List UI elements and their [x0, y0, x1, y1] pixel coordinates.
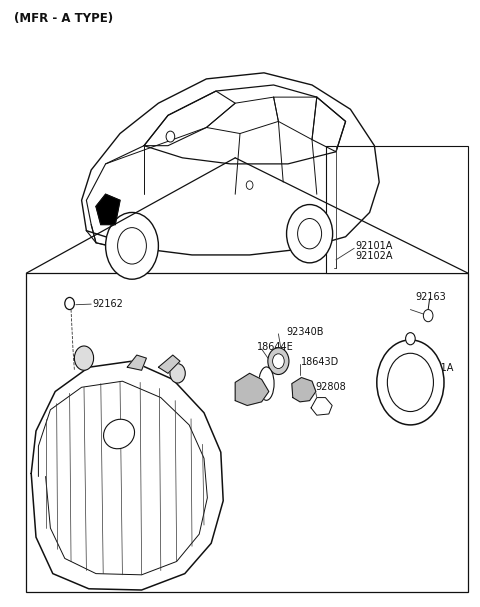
- Text: 92102A: 92102A: [355, 251, 393, 261]
- Text: 18641D: 18641D: [234, 384, 272, 393]
- Polygon shape: [127, 355, 146, 370]
- Circle shape: [65, 297, 74, 310]
- Polygon shape: [235, 373, 269, 405]
- Polygon shape: [311, 398, 332, 415]
- Circle shape: [166, 131, 175, 142]
- Text: 92101A: 92101A: [355, 241, 393, 251]
- Text: (MFR - A TYPE): (MFR - A TYPE): [14, 12, 114, 25]
- Bar: [326, 146, 468, 273]
- Polygon shape: [292, 378, 316, 402]
- Polygon shape: [158, 355, 180, 373]
- Text: 92161A: 92161A: [417, 364, 454, 373]
- Text: 92163: 92163: [415, 293, 446, 302]
- Polygon shape: [96, 194, 120, 225]
- Circle shape: [287, 205, 333, 263]
- Circle shape: [406, 333, 415, 345]
- Circle shape: [268, 348, 289, 375]
- Text: 92340B: 92340B: [286, 327, 324, 337]
- Text: 92808: 92808: [316, 382, 347, 392]
- Circle shape: [118, 228, 146, 264]
- Circle shape: [377, 340, 444, 425]
- Circle shape: [170, 364, 185, 383]
- Circle shape: [298, 219, 322, 249]
- Polygon shape: [31, 361, 223, 590]
- Circle shape: [387, 353, 433, 412]
- Circle shape: [74, 346, 94, 370]
- Circle shape: [106, 212, 158, 279]
- Circle shape: [273, 354, 284, 368]
- Ellipse shape: [259, 367, 274, 401]
- Ellipse shape: [104, 419, 134, 449]
- Circle shape: [246, 181, 253, 189]
- Text: 18643D: 18643D: [301, 358, 339, 367]
- Bar: [26, 273, 468, 592]
- Text: 18644E: 18644E: [257, 342, 294, 352]
- Circle shape: [423, 310, 433, 322]
- Text: 92162: 92162: [92, 299, 123, 309]
